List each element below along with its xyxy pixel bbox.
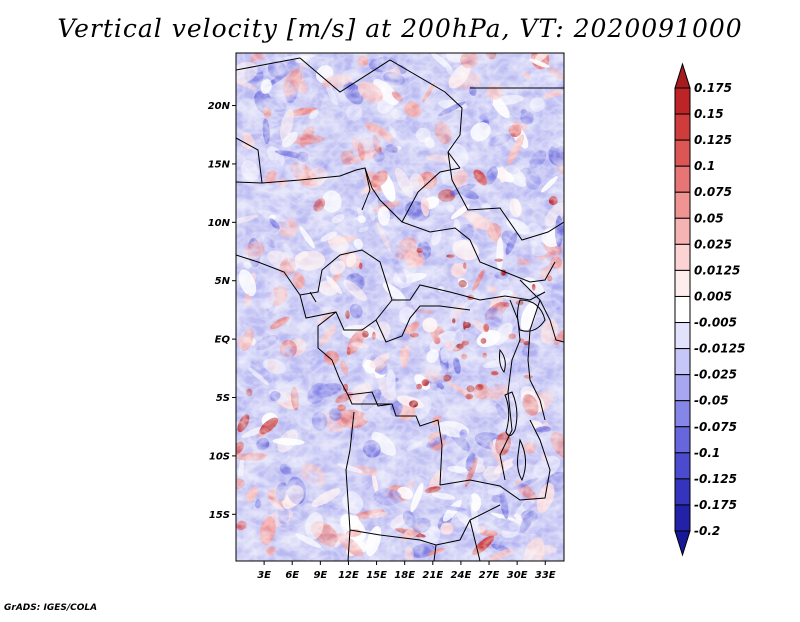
lake-outline <box>517 438 526 482</box>
colorbar-label: 0.0125 <box>694 263 740 277</box>
colorbar-swatch <box>674 322 691 350</box>
colorbar-label: 0.125 <box>694 133 732 147</box>
colorbar-label: 0.075 <box>694 185 732 199</box>
colorbar-label: -0.075 <box>694 420 737 434</box>
map-frame <box>235 52 565 562</box>
lat-tick-label: EQ <box>215 335 231 346</box>
colorbar-swatch <box>674 348 691 376</box>
border-line <box>236 249 393 301</box>
border-line <box>364 167 556 283</box>
colorbar: 0.175 0.15 0.125 0.1 0.075 0.05 0.025 0.0125 0.0… <box>674 62 745 557</box>
colorbar-label: 0.025 <box>694 237 732 251</box>
lat-tick-label: 10S <box>209 451 230 462</box>
border-line <box>309 291 317 303</box>
lat-tick-label: 5S <box>216 393 230 404</box>
colorbar-label: -0.2 <box>694 524 720 538</box>
lon-tick-label: 6E <box>285 570 299 581</box>
colorbar-label: 0.175 <box>694 81 732 95</box>
border-line <box>392 284 546 301</box>
lon-tick-label: 18E <box>394 570 415 581</box>
border-line <box>433 519 481 561</box>
border-line <box>401 167 461 223</box>
colorbar-swatch <box>674 139 691 167</box>
colorbar-swatch <box>674 426 691 454</box>
credit-label: GrADS: IGES/COLA <box>4 603 98 613</box>
border-line <box>261 167 371 211</box>
colorbar-label: -0.1 <box>694 446 720 460</box>
longitude-axis: 3E 6E 9E 12E 15E 18E 21E 24E 27E 30E 33E <box>257 561 556 581</box>
map-title: Vertical velocity [m/s] at 200hPa, VT: 2… <box>57 14 743 43</box>
colorbar-bottom-arrow <box>674 530 691 557</box>
border-line <box>439 419 551 501</box>
colorbar-label: 0.1 <box>694 159 715 173</box>
colorbar-swatch <box>674 269 691 297</box>
border-line <box>447 151 564 241</box>
colorbar-swatch <box>674 165 691 193</box>
border-line <box>236 57 463 169</box>
lon-tick-label: 33E <box>535 570 556 581</box>
colorbar-swatch <box>674 400 691 428</box>
field-texture-fine <box>236 53 564 561</box>
colorbar-swatch <box>674 217 691 245</box>
colorbar-label: -0.025 <box>694 368 737 382</box>
border-line <box>527 299 546 421</box>
lon-tick-label: 24E <box>451 570 472 581</box>
lon-tick-label: 9E <box>313 570 327 581</box>
border-line <box>347 394 443 486</box>
colorbar-swatch <box>674 295 691 324</box>
lon-tick-label: 12E <box>338 570 359 581</box>
lat-tick-label: 15N <box>208 159 231 170</box>
border-line <box>317 311 393 407</box>
lat-tick-label: 20N <box>208 101 231 112</box>
colorbar-swatch <box>674 243 691 271</box>
lake-outline <box>517 299 546 332</box>
colorbar-swatch <box>674 504 691 532</box>
colorbar-label: 0.15 <box>694 107 724 121</box>
border-line <box>519 279 564 343</box>
colorbar-label: -0.125 <box>694 472 737 486</box>
colorbar-swatch <box>674 191 691 219</box>
lon-tick-label: 27E <box>479 570 500 581</box>
colorbar-label: -0.05 <box>694 394 729 408</box>
latitude-axis: 20N 15N 10N 5N EQ 5S 10S 15S <box>208 101 236 521</box>
colorbar-label: -0.0125 <box>694 342 745 356</box>
colorbar-swatch <box>674 452 691 480</box>
lat-tick-label: 15S <box>209 510 230 521</box>
colorbar-label: -0.175 <box>694 498 737 512</box>
border-line <box>345 411 355 561</box>
country-borders <box>236 57 564 561</box>
colorbar-top-arrow <box>674 62 691 89</box>
lakes <box>499 299 546 482</box>
map-plot-area <box>236 53 564 561</box>
lon-tick-label: 21E <box>422 570 443 581</box>
lat-tick-label: 5N <box>215 276 231 287</box>
lake-outline <box>499 348 506 373</box>
border-line <box>375 305 471 343</box>
colorbar-swatch <box>674 113 691 141</box>
lon-tick-label: 3E <box>257 570 271 581</box>
lon-tick-label: 15E <box>366 570 387 581</box>
border-line <box>236 137 263 184</box>
lat-tick-label: 10N <box>208 218 231 229</box>
colorbar-swatch <box>674 87 691 115</box>
colorbar-label: 0.005 <box>694 289 732 303</box>
lake-outline <box>504 391 518 436</box>
colorbar-label: 0.05 <box>694 211 724 225</box>
colorbar-label: -0.005 <box>694 316 737 330</box>
lon-tick-label: 30E <box>507 570 528 581</box>
colorbar-swatch <box>674 374 691 402</box>
colorbar-swatch <box>674 478 691 506</box>
